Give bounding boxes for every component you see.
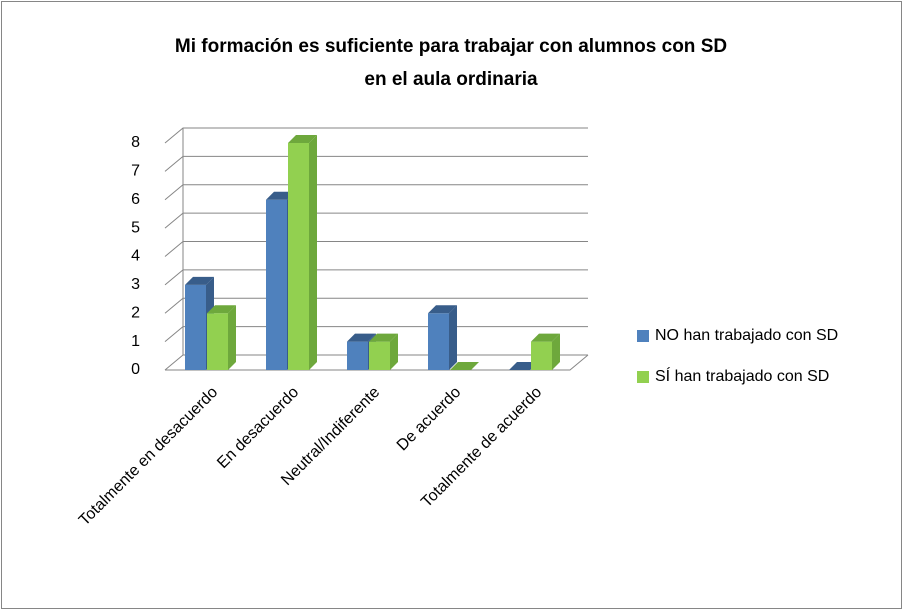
bar-side (449, 305, 457, 370)
bar (428, 305, 457, 370)
bar-top (288, 135, 317, 143)
y-tick-label: 6 (131, 191, 140, 208)
y-tick-label: 3 (131, 276, 140, 293)
bar-front (369, 341, 390, 370)
bar-top (369, 333, 398, 342)
bar-front (347, 341, 368, 370)
bar-top (531, 333, 560, 342)
y-tick-label: 4 (131, 248, 140, 265)
y-tick-label: 7 (131, 163, 140, 180)
chart-title: en el aula ordinaria (364, 69, 538, 90)
bar-front (207, 313, 228, 370)
y-tick-label: 0 (131, 361, 140, 378)
legend-label: SÍ han trabajado con SD (655, 366, 829, 385)
chart-title: Mi formación es suficiente para trabajar… (175, 36, 727, 57)
bar-top (347, 333, 376, 342)
bar-front (288, 143, 309, 370)
bar-side (309, 135, 317, 370)
bar-top (450, 362, 479, 370)
bar-top (207, 305, 236, 314)
bar-side (228, 305, 236, 370)
bar (450, 362, 479, 370)
y-tick-label: 2 (131, 304, 140, 321)
bar-front (531, 341, 552, 370)
legend-swatch (637, 371, 649, 383)
bar-front (428, 313, 449, 370)
bar (369, 333, 398, 370)
bar-side (390, 333, 398, 370)
y-tick-label: 1 (131, 333, 140, 350)
bar-top (428, 305, 457, 314)
legend-label: NO han trabajado con SD (655, 327, 838, 344)
bar-front (266, 199, 287, 370)
bar-top (266, 191, 295, 200)
bar (288, 135, 317, 370)
bar-top (509, 362, 538, 370)
bar-front (185, 284, 206, 370)
bar-side (552, 333, 560, 370)
bar (207, 305, 236, 370)
bar (531, 333, 560, 370)
y-tick-label: 5 (131, 219, 140, 236)
bar (509, 362, 538, 370)
legend-swatch (637, 330, 649, 342)
bar-top (185, 276, 214, 285)
y-tick-label: 8 (131, 134, 140, 151)
